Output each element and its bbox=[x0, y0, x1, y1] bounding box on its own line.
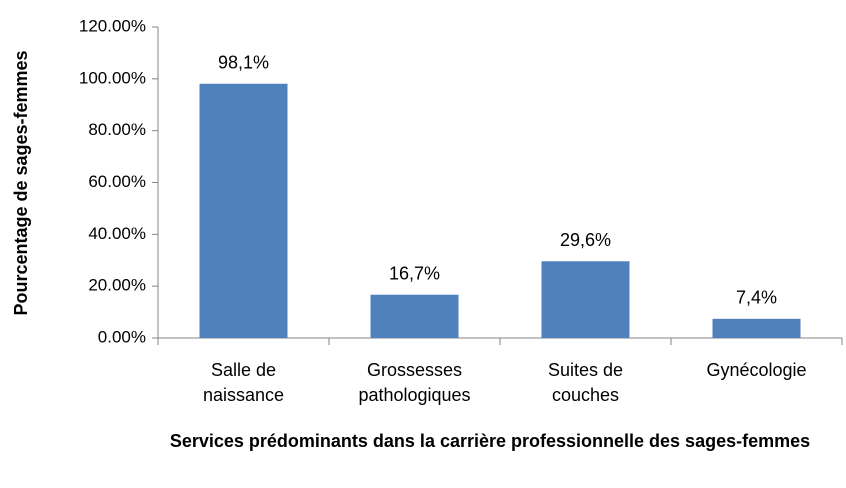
x-axis-title: Services prédominants dans la carrière p… bbox=[169, 431, 811, 451]
bar bbox=[199, 83, 288, 338]
bar bbox=[541, 261, 630, 338]
y-tick-label: 40.00% bbox=[88, 224, 146, 243]
y-tick-label: 80.00% bbox=[88, 120, 146, 139]
y-tick-label: 60.00% bbox=[88, 172, 146, 191]
x-tick-label: Suites de couches bbox=[547, 360, 624, 405]
data-label: 16,7% bbox=[389, 263, 440, 283]
x-tick-label: Grossesses pathologiques bbox=[358, 360, 471, 405]
x-tick-label: Salle de naissance bbox=[202, 360, 285, 405]
bar bbox=[712, 318, 801, 338]
y-tick-label: 120.00% bbox=[79, 16, 146, 35]
data-label: 7,4% bbox=[736, 288, 777, 308]
bar bbox=[370, 294, 459, 338]
y-axis-title: Pourcentage de sages-femmes bbox=[11, 50, 31, 315]
x-tick-label: Gynécologie bbox=[706, 360, 807, 380]
y-tick-label: 0.00% bbox=[98, 327, 146, 346]
y-tick-label: 100.00% bbox=[79, 68, 146, 87]
data-label: 29,6% bbox=[560, 230, 611, 250]
data-label: 98,1% bbox=[218, 53, 269, 73]
y-tick-label: 20.00% bbox=[88, 276, 146, 295]
